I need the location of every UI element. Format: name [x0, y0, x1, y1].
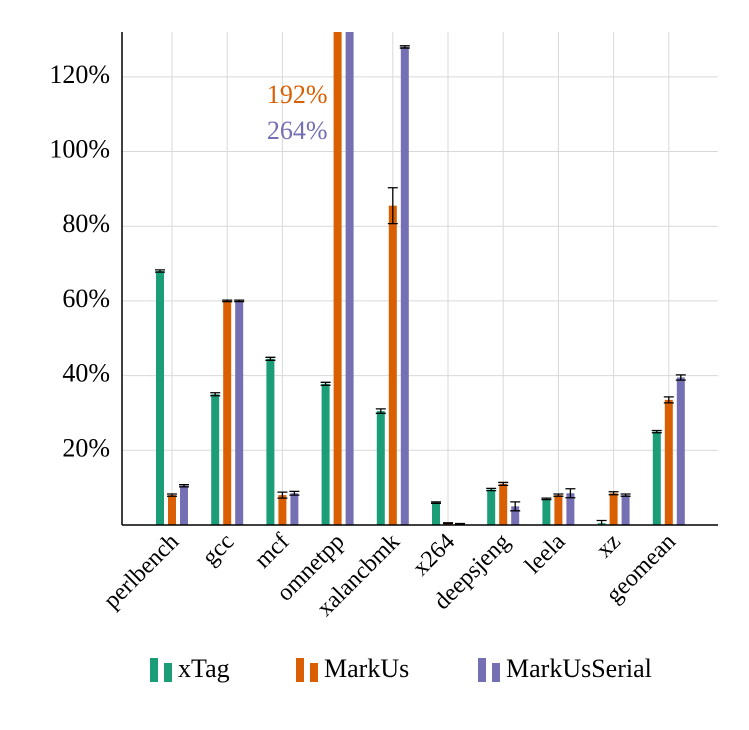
bar [168, 495, 176, 525]
bar [621, 495, 630, 525]
bar [290, 493, 299, 525]
x-tick-label: mcf [250, 529, 295, 574]
legend-swatch [164, 663, 172, 682]
overlay: 20%40%60%80%100%120%perlbench gcc mcfomnet… [49, 32, 718, 683]
x-tick-label: xz [591, 529, 625, 563]
error-bar [155, 269, 165, 273]
error-bar [222, 299, 233, 303]
grid [122, 32, 718, 525]
bar [652, 431, 661, 525]
error-bar [431, 501, 441, 504]
legend-swatch [296, 658, 304, 682]
error-bar [675, 374, 686, 381]
legend-swatch [492, 663, 500, 682]
bar [235, 300, 244, 525]
bar [566, 493, 575, 525]
x-tick-label: gcc [197, 529, 239, 571]
bar [511, 506, 520, 525]
error-bar [565, 488, 576, 499]
error-bar [375, 408, 386, 414]
error-bar [553, 493, 564, 497]
bar [266, 358, 275, 525]
error-bar [167, 493, 177, 497]
legend-label: MarkUs [324, 654, 409, 683]
bar [376, 411, 385, 525]
bar [542, 498, 551, 525]
y-tick-label: 80% [62, 209, 110, 238]
bar [676, 377, 685, 525]
bar [211, 394, 220, 525]
error-bar [455, 522, 465, 525]
error-bar [399, 45, 410, 49]
legend-swatch [150, 658, 158, 682]
bar [487, 489, 496, 525]
legend-swatch [478, 658, 486, 682]
legend-label: xTag [178, 654, 230, 683]
x-tick-label: leela [520, 529, 571, 580]
y-tick-label: 100% [49, 134, 110, 163]
legend-swatch [310, 663, 318, 682]
bar [180, 485, 188, 525]
value-label: 264% [267, 116, 328, 145]
value-label: 192% [267, 80, 328, 109]
error-bar [486, 487, 497, 492]
y-tick-label: 40% [62, 359, 110, 388]
bar [499, 483, 508, 525]
error-bar [320, 381, 331, 386]
error-bar [387, 187, 398, 225]
y-tick-label: 20% [62, 433, 110, 462]
bar [400, 46, 409, 525]
error-bar [179, 484, 189, 488]
bar [388, 205, 397, 525]
legend-label: MarkUsSerial [506, 654, 652, 683]
error-bar [234, 299, 245, 303]
bar [278, 495, 287, 525]
bar [432, 502, 440, 525]
error-bar [277, 491, 288, 499]
bar [223, 300, 232, 525]
bar [609, 493, 618, 525]
error-bar [498, 481, 509, 487]
bar [333, 32, 342, 525]
bar [345, 32, 354, 525]
error-bar [663, 396, 674, 404]
error-bar [608, 491, 619, 496]
error-bar [289, 490, 300, 496]
x-tick-label: perlbench [99, 529, 184, 614]
error-bar [510, 501, 521, 512]
error-bar [210, 392, 221, 397]
bars [155, 32, 686, 525]
error-bar [541, 497, 552, 501]
error-bar [265, 356, 276, 361]
bar [554, 495, 563, 525]
error-bar [443, 522, 453, 525]
bar [321, 383, 330, 525]
error-bar [651, 429, 662, 434]
y-tick-label: 120% [49, 60, 110, 89]
bar [664, 399, 673, 525]
error-bar [620, 493, 631, 497]
bar [156, 271, 164, 525]
y-tick-label: 60% [62, 284, 110, 313]
